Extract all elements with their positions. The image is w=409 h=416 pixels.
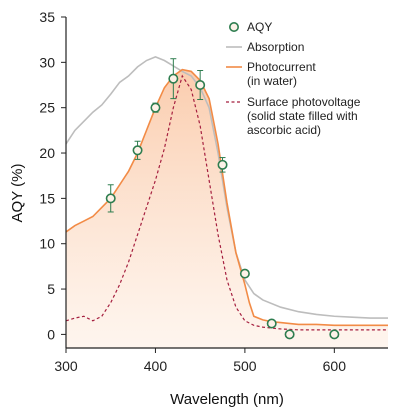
legend-label-line: Surface photovoltage — [247, 95, 361, 109]
aqy-point — [105, 193, 116, 204]
legend: AQY Absorption Photocurrent (in water) Surfa… — [226, 20, 361, 137]
y-tick-label: 15 — [39, 190, 55, 206]
legend-label-line: Photocurrent — [247, 60, 316, 74]
y-tick-label: 35 — [39, 9, 55, 25]
aqy-point — [168, 73, 179, 84]
aqy-point — [284, 329, 295, 340]
legend-label-line: Absorption — [247, 40, 304, 54]
absorption-line — [65, 56, 388, 319]
aqy-point — [239, 268, 250, 279]
legend-label-absorption: Absorption — [247, 40, 304, 54]
legend-label-line: (in water) — [247, 74, 297, 88]
axes: 300 400 500 600 0 5 10 15 20 25 30 35 — [39, 9, 388, 374]
aqy-point — [132, 145, 143, 156]
aqy-point — [217, 159, 228, 170]
x-tick-label: 500 — [233, 358, 257, 374]
y-tick-label: 0 — [47, 326, 55, 342]
y-tick-label: 30 — [39, 54, 55, 70]
x-tick-label: 600 — [323, 358, 347, 374]
legend-marker-aqy — [229, 21, 240, 32]
surface-photovoltage-line — [65, 74, 388, 331]
aqy-point — [150, 102, 161, 113]
y-tick-label: 20 — [39, 145, 55, 161]
aqy-points-layer — [105, 73, 340, 340]
legend-label-aqy: AQY — [247, 20, 272, 34]
legend-label-line: ascorbic acid) — [247, 123, 321, 137]
x-tick-label: 300 — [54, 358, 78, 374]
legend-label-photocurrent: Photocurrent (in water) — [247, 60, 316, 88]
aqy-point — [329, 329, 340, 340]
x-tick-label: 400 — [144, 358, 168, 374]
y-tick-label: 5 — [47, 281, 55, 297]
legend-label-line: (solid state filled with — [247, 109, 358, 123]
legend-label-surface-photovoltage: Surface photovoltage (solid state filled … — [247, 95, 361, 137]
legend-label-line: AQY — [247, 20, 272, 34]
tick-layer: 300 400 500 600 0 5 10 15 20 25 30 35 — [39, 9, 346, 374]
aqy-point — [195, 80, 206, 91]
aqy-point — [266, 318, 277, 329]
y-tick-label: 10 — [39, 236, 55, 252]
x-axis-title: Wavelength (nm) — [170, 391, 284, 408]
y-tick-label: 25 — [39, 100, 55, 116]
y-axis-title: AQY (%) — [9, 164, 26, 223]
